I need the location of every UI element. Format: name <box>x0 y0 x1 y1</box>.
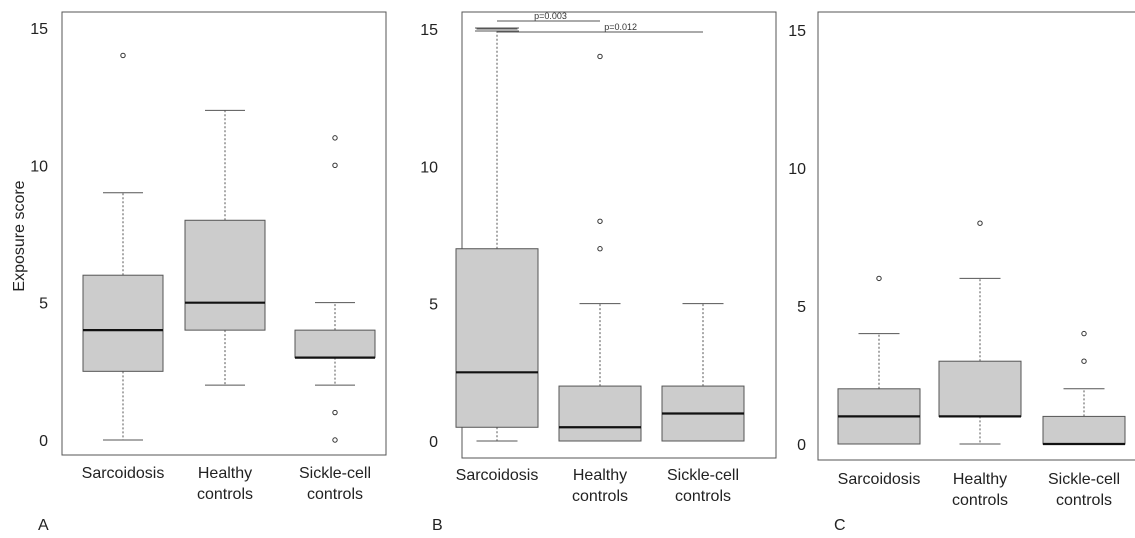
category-label-line: controls <box>197 486 253 503</box>
panel-2-ytick-label: 5 <box>797 299 806 316</box>
panel-2-group-0-outlier <box>876 275 882 282</box>
category-label-line: Sickle-cell <box>299 465 371 482</box>
panel-1-group-1-outlier <box>597 218 603 224</box>
panel-0-frame <box>61 11 387 456</box>
panel-letter: C <box>834 517 846 534</box>
category-label-line: Healthy <box>573 467 627 484</box>
panel-0-ytick-label: 15 <box>30 21 48 38</box>
category-label-line: controls <box>307 486 363 503</box>
panel-0-group-0-category-label: Sarcoidosis <box>82 465 165 482</box>
panel-2-group-2-category-label: Sickle-cell controls <box>1048 471 1120 509</box>
significance-label: p=0.003 <box>534 11 567 21</box>
panel-1-group-0-category-label: Sarcoidosis <box>456 467 539 484</box>
category-label-line: Sarcoidosis <box>838 471 921 488</box>
panel-2-frame <box>817 11 1135 461</box>
panel-0-group-2-category-label: Sickle-cell controls <box>299 465 371 503</box>
panel-0-group-2-outlier <box>332 409 338 416</box>
panel-2-group-1-outlier <box>977 220 983 226</box>
panel-0-group-1-box <box>184 219 266 331</box>
panel-0-ytick-label: 10 <box>30 158 48 175</box>
panel-2-ytick-label: 0 <box>797 437 806 454</box>
category-label-line: Sarcoidosis <box>456 467 539 484</box>
panel-1-ytick-label: 5 <box>429 297 438 314</box>
panel-0-group-0-box <box>82 274 164 372</box>
category-label-line: controls <box>952 492 1008 509</box>
category-label-line: Sarcoidosis <box>82 465 165 482</box>
panel-1-group-1-outlier <box>597 246 603 252</box>
panel-2-ytick-label: 15 <box>788 23 806 40</box>
panel-0-group-0-outlier <box>120 52 126 59</box>
panel-0-group-2-outlier <box>332 437 338 443</box>
panel-0-ytick-label: 0 <box>39 433 48 450</box>
significance-label: p=0.012 <box>604 22 637 32</box>
panel-2-group-2-outlier <box>1081 358 1087 364</box>
panel-1-frame <box>461 11 777 459</box>
panel-1-group-1-outlier <box>597 53 603 60</box>
panel-1-group-0-box <box>455 248 539 428</box>
category-label-line: controls <box>675 488 731 505</box>
panel-2-group-1-category-label: Healthy controls <box>952 471 1008 509</box>
panel-2-ytick-label: 10 <box>788 161 806 178</box>
panel-0-group-1-category-label: Healthy controls <box>197 465 253 503</box>
panel-letter: A <box>38 517 49 534</box>
panel-1-group-1-box <box>558 385 642 442</box>
category-label-line: controls <box>1056 492 1112 509</box>
panel-letter: B <box>432 517 443 534</box>
panel-2-group-1-box <box>938 360 1022 417</box>
panel-1-ytick-label: 10 <box>420 159 438 176</box>
panel-0-group-2-outlier <box>332 162 338 169</box>
panel-0-group-2-outlier <box>332 135 338 141</box>
panel-0-group-2-box <box>294 329 376 359</box>
panel-1-ytick-label: 0 <box>429 434 438 451</box>
y-axis-label: Exposure score <box>11 180 28 291</box>
panel-0-ytick-label: 5 <box>39 296 48 313</box>
panel-1-group-1-category-label: Healthy controls <box>572 467 628 505</box>
panel-2-group-0-category-label: Sarcoidosis <box>838 471 921 488</box>
category-label-line: Healthy <box>198 465 252 482</box>
category-label-line: Healthy <box>953 471 1007 488</box>
panel-2-group-2-box <box>1042 415 1126 445</box>
panel-1-group-2-category-label: Sickle-cell controls <box>667 467 739 505</box>
category-label-line: Sickle-cell <box>1048 471 1120 488</box>
panel-2-group-2-outlier <box>1081 330 1087 337</box>
panel-1-ytick-label: 15 <box>420 22 438 39</box>
category-label-line: Sickle-cell <box>667 467 739 484</box>
category-label-line: controls <box>572 488 628 505</box>
